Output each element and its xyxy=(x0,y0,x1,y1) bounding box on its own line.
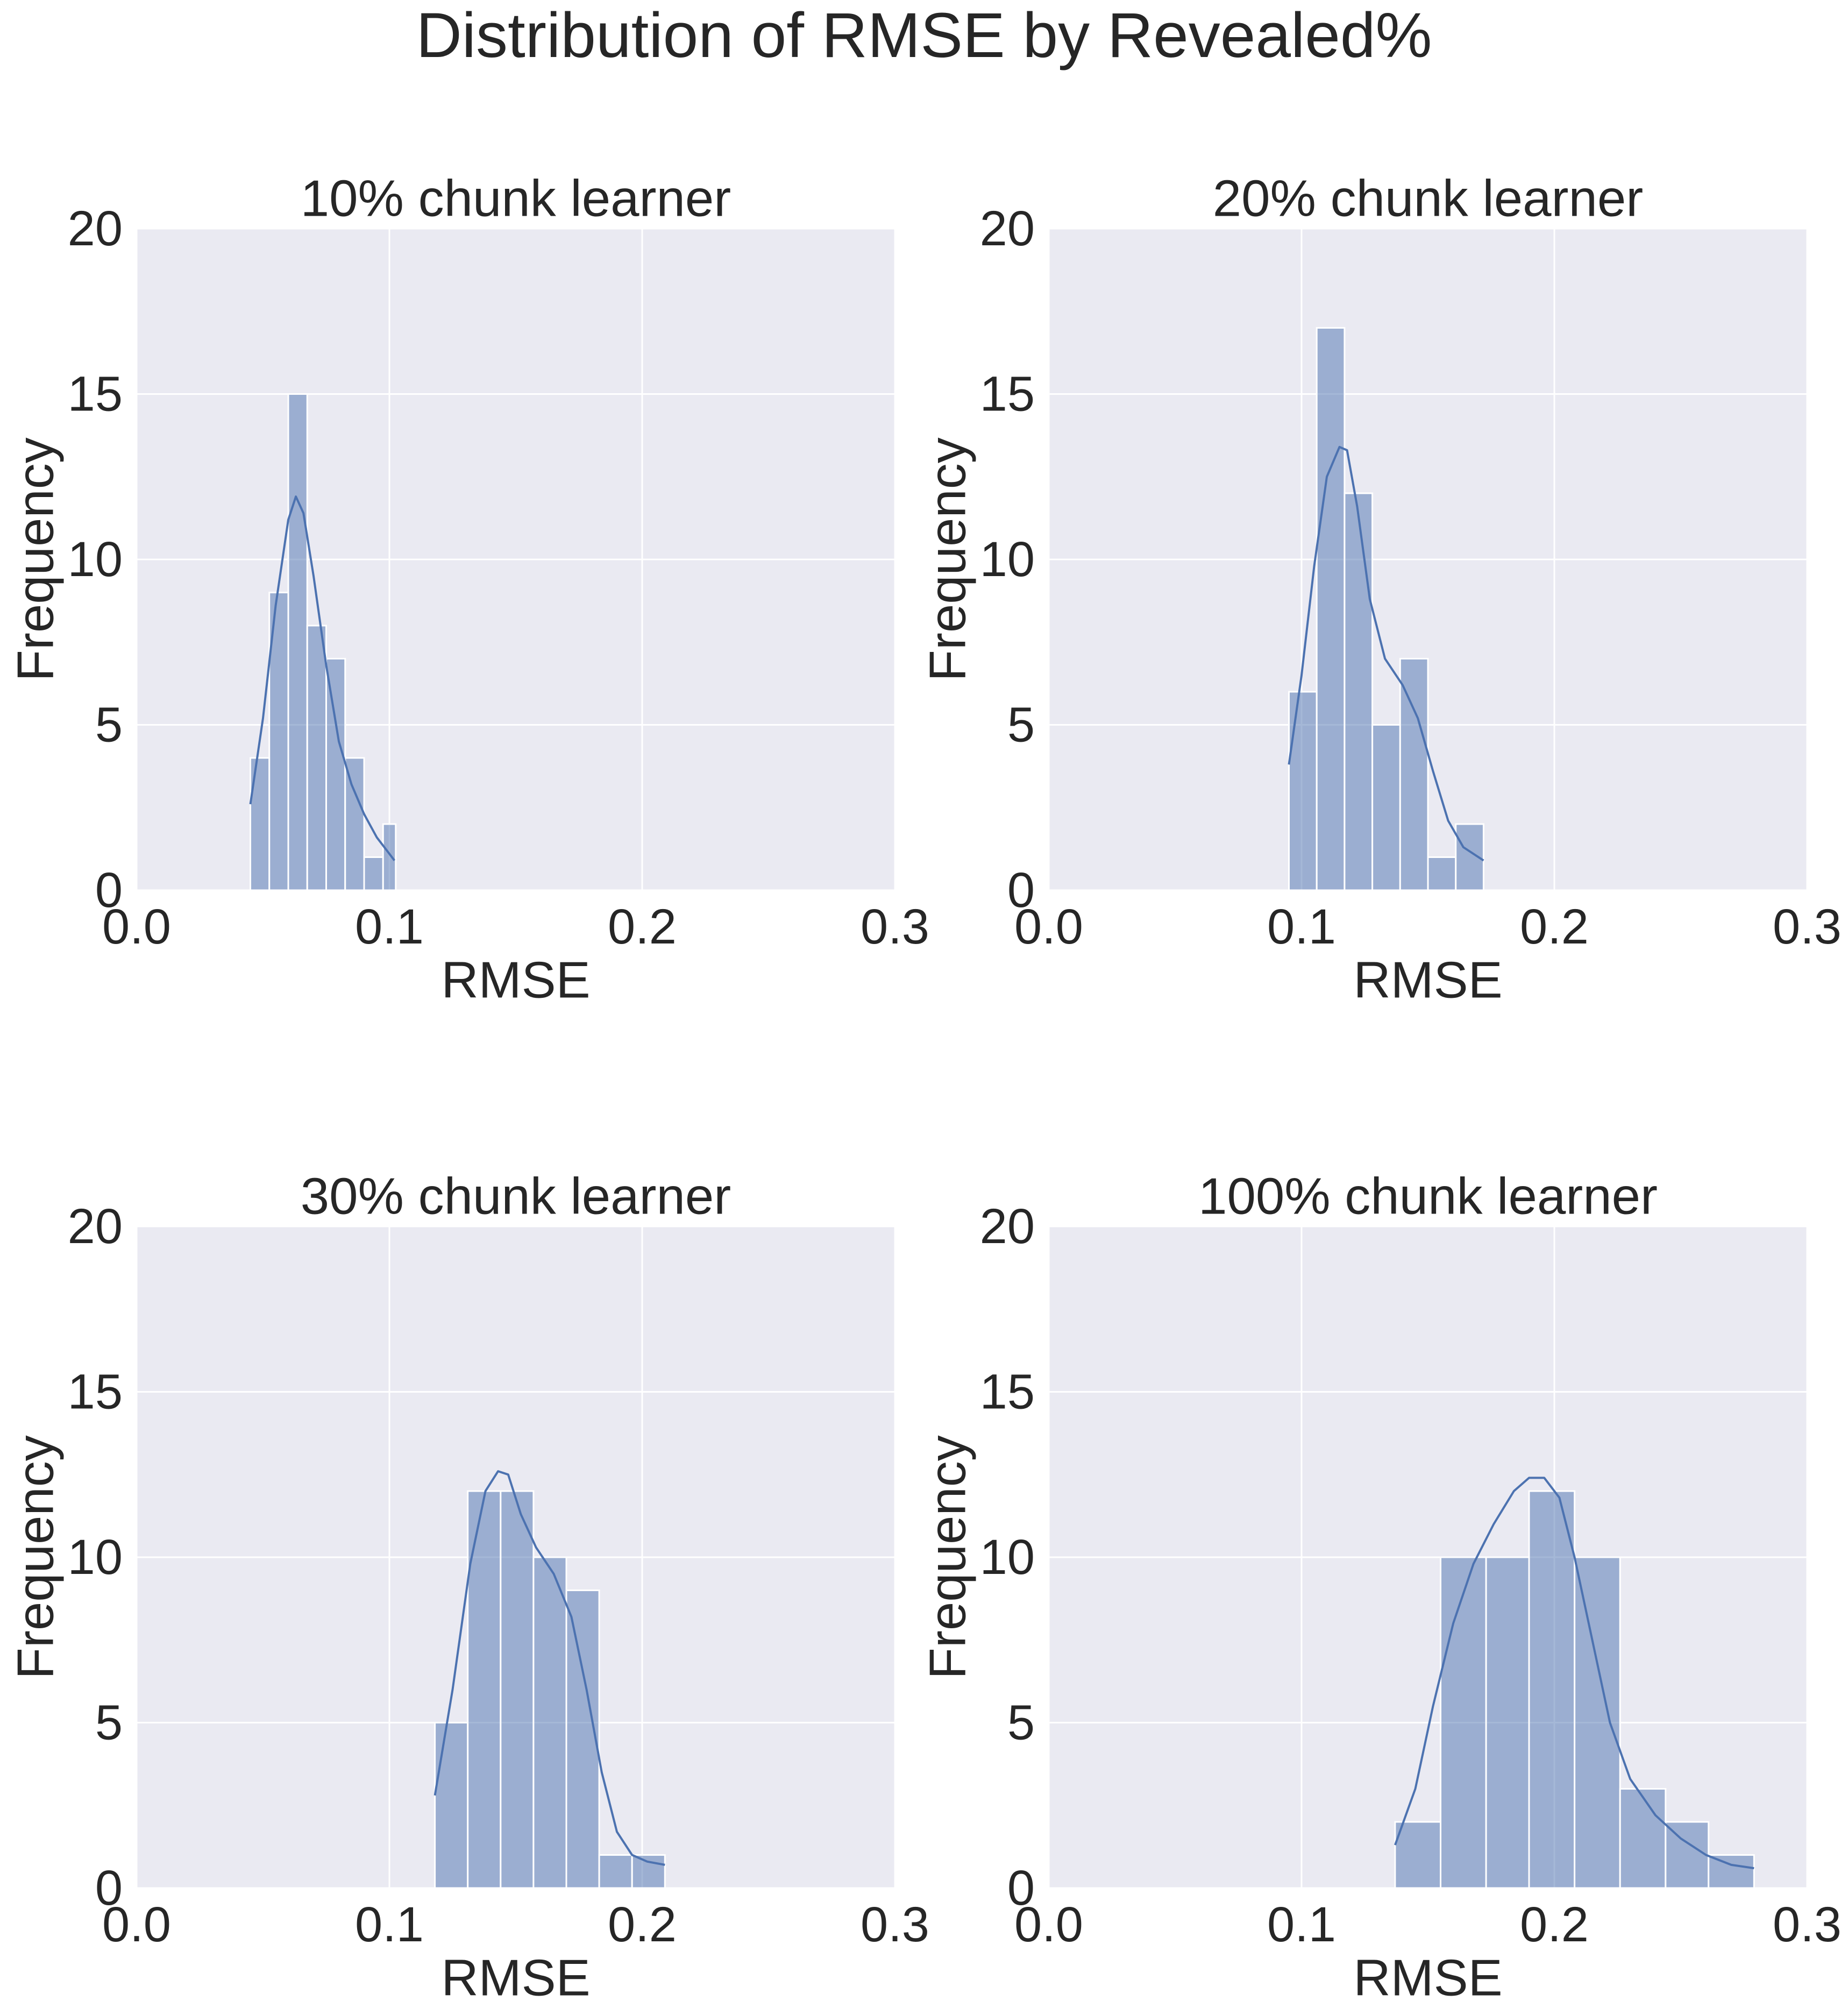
x-tick-label: 0.1 xyxy=(355,1897,424,1952)
y-axis-label: Frequency xyxy=(919,437,977,682)
histogram-bar xyxy=(500,1490,535,1889)
histogram-bar xyxy=(598,1854,633,1889)
y-tick-label: 0 xyxy=(95,1861,123,1915)
y-tick-label: 5 xyxy=(1007,698,1035,753)
x-axis-label: RMSE xyxy=(1353,1949,1502,2007)
histogram-bar xyxy=(1399,658,1429,891)
histogram-bar xyxy=(325,658,346,891)
histogram-bar xyxy=(1344,492,1374,891)
kde-curve xyxy=(1394,1477,1754,1870)
x-tick-label: 0.0 xyxy=(1014,899,1083,954)
histogram-bar xyxy=(1440,1556,1487,1889)
y-tick-label: 20 xyxy=(980,1199,1035,1254)
y-tick-label: 10 xyxy=(980,532,1035,587)
histogram-bar xyxy=(1316,327,1346,891)
histogram-bar xyxy=(434,1722,469,1889)
histogram-bar xyxy=(631,1854,666,1889)
y-tick-label: 20 xyxy=(68,1199,123,1254)
y-tick-label: 5 xyxy=(95,698,123,753)
panel-title: 100% chunk learner xyxy=(1198,1168,1658,1225)
histogram-bar xyxy=(287,393,308,891)
y-tick-label: 15 xyxy=(980,1365,1035,1420)
x-tick-label: 0.3 xyxy=(1773,1897,1842,1952)
y-axis-label: Frequency xyxy=(919,1435,977,1679)
y-tick-label: 0 xyxy=(95,863,123,918)
x-axis-label: RMSE xyxy=(1353,952,1502,1009)
histogram-bar xyxy=(1371,724,1401,891)
histogram-bar xyxy=(1708,1854,1755,1889)
y-axis-label: Frequency xyxy=(7,1435,65,1679)
x-tick-label: 0.0 xyxy=(1014,1897,1083,1952)
panel-title: 20% chunk learner xyxy=(1213,170,1643,228)
y-axis-label: Frequency xyxy=(7,437,65,682)
x-tick-label: 0.3 xyxy=(861,1897,929,1952)
x-tick-label: 0.1 xyxy=(1267,1897,1336,1952)
panels: 0.0 0.1 0.2 0.3 0 5 10 15 20 10% chunk learner RMS… xyxy=(7,170,1842,2007)
kde-curve xyxy=(1288,445,1484,862)
kde-curve xyxy=(433,1470,665,1866)
x-axis-label: RMSE xyxy=(441,952,590,1009)
y-tick-label: 20 xyxy=(980,201,1035,256)
x-tick-label: 0.1 xyxy=(355,899,424,954)
histogram-bar xyxy=(1427,856,1457,891)
x-axis-label: RMSE xyxy=(441,1949,590,2007)
figure-suptitle: Distribution of RMSE by Revealed% xyxy=(416,0,1432,71)
x-tick-label: 0.1 xyxy=(1267,899,1336,954)
histogram-bar xyxy=(1665,1821,1710,1889)
histogram-bar xyxy=(344,757,365,891)
histogram-bar xyxy=(1619,1788,1667,1889)
panel-title: 30% chunk learner xyxy=(301,1168,731,1225)
histogram-bar xyxy=(532,1556,567,1889)
y-tick-label: 10 xyxy=(68,532,123,587)
histogram-bar xyxy=(1288,691,1318,891)
histogram-bar xyxy=(1485,1556,1530,1889)
x-tick-label: 0.2 xyxy=(1520,1897,1589,1952)
y-tick-label: 5 xyxy=(95,1695,123,1750)
histogram-bar xyxy=(363,856,384,891)
histogram-bar xyxy=(467,1490,502,1889)
histogram-bar xyxy=(382,823,397,891)
kde-curve xyxy=(249,495,395,861)
y-tick-label: 20 xyxy=(68,201,123,256)
x-tick-label: 0.0 xyxy=(102,1897,171,1952)
histogram-bar xyxy=(1574,1556,1621,1889)
y-tick-label: 0 xyxy=(1007,1861,1035,1915)
x-tick-label: 0.3 xyxy=(1773,899,1842,954)
x-tick-label: 0.0 xyxy=(102,899,171,954)
y-tick-label: 10 xyxy=(68,1530,123,1585)
histogram-bar xyxy=(306,625,327,891)
panel-1: 0.0 0.1 0.2 0.3 0 5 10 15 20 10% chunk learner RMS… xyxy=(7,170,929,1009)
panel-3: 0.0 0.1 0.2 0.3 0 5 10 15 20 30% chunk learner RMS… xyxy=(7,1168,929,2007)
x-tick-label: 0.2 xyxy=(608,1897,677,1952)
y-tick-label: 10 xyxy=(980,1530,1035,1585)
histogram-bar xyxy=(565,1590,600,1889)
histogram-bar xyxy=(1528,1490,1576,1889)
y-tick-label: 15 xyxy=(68,367,123,422)
panel-2: 0.0 0.1 0.2 0.3 0 5 10 15 20 20% chunk learner RMS… xyxy=(919,170,1842,1009)
x-tick-label: 0.2 xyxy=(1520,899,1589,954)
x-tick-label: 0.2 xyxy=(608,899,677,954)
y-tick-label: 15 xyxy=(980,367,1035,422)
panel-4: 0.0 0.1 0.2 0.3 0 5 10 15 20 100% chunk learner RM… xyxy=(919,1168,1842,2007)
x-tick-label: 0.3 xyxy=(861,899,929,954)
y-tick-label: 0 xyxy=(1007,863,1035,918)
y-tick-label: 15 xyxy=(68,1365,123,1420)
histogram-bar xyxy=(1394,1821,1441,1889)
panel-title: 10% chunk learner xyxy=(301,170,731,228)
y-tick-label: 5 xyxy=(1007,1695,1035,1750)
